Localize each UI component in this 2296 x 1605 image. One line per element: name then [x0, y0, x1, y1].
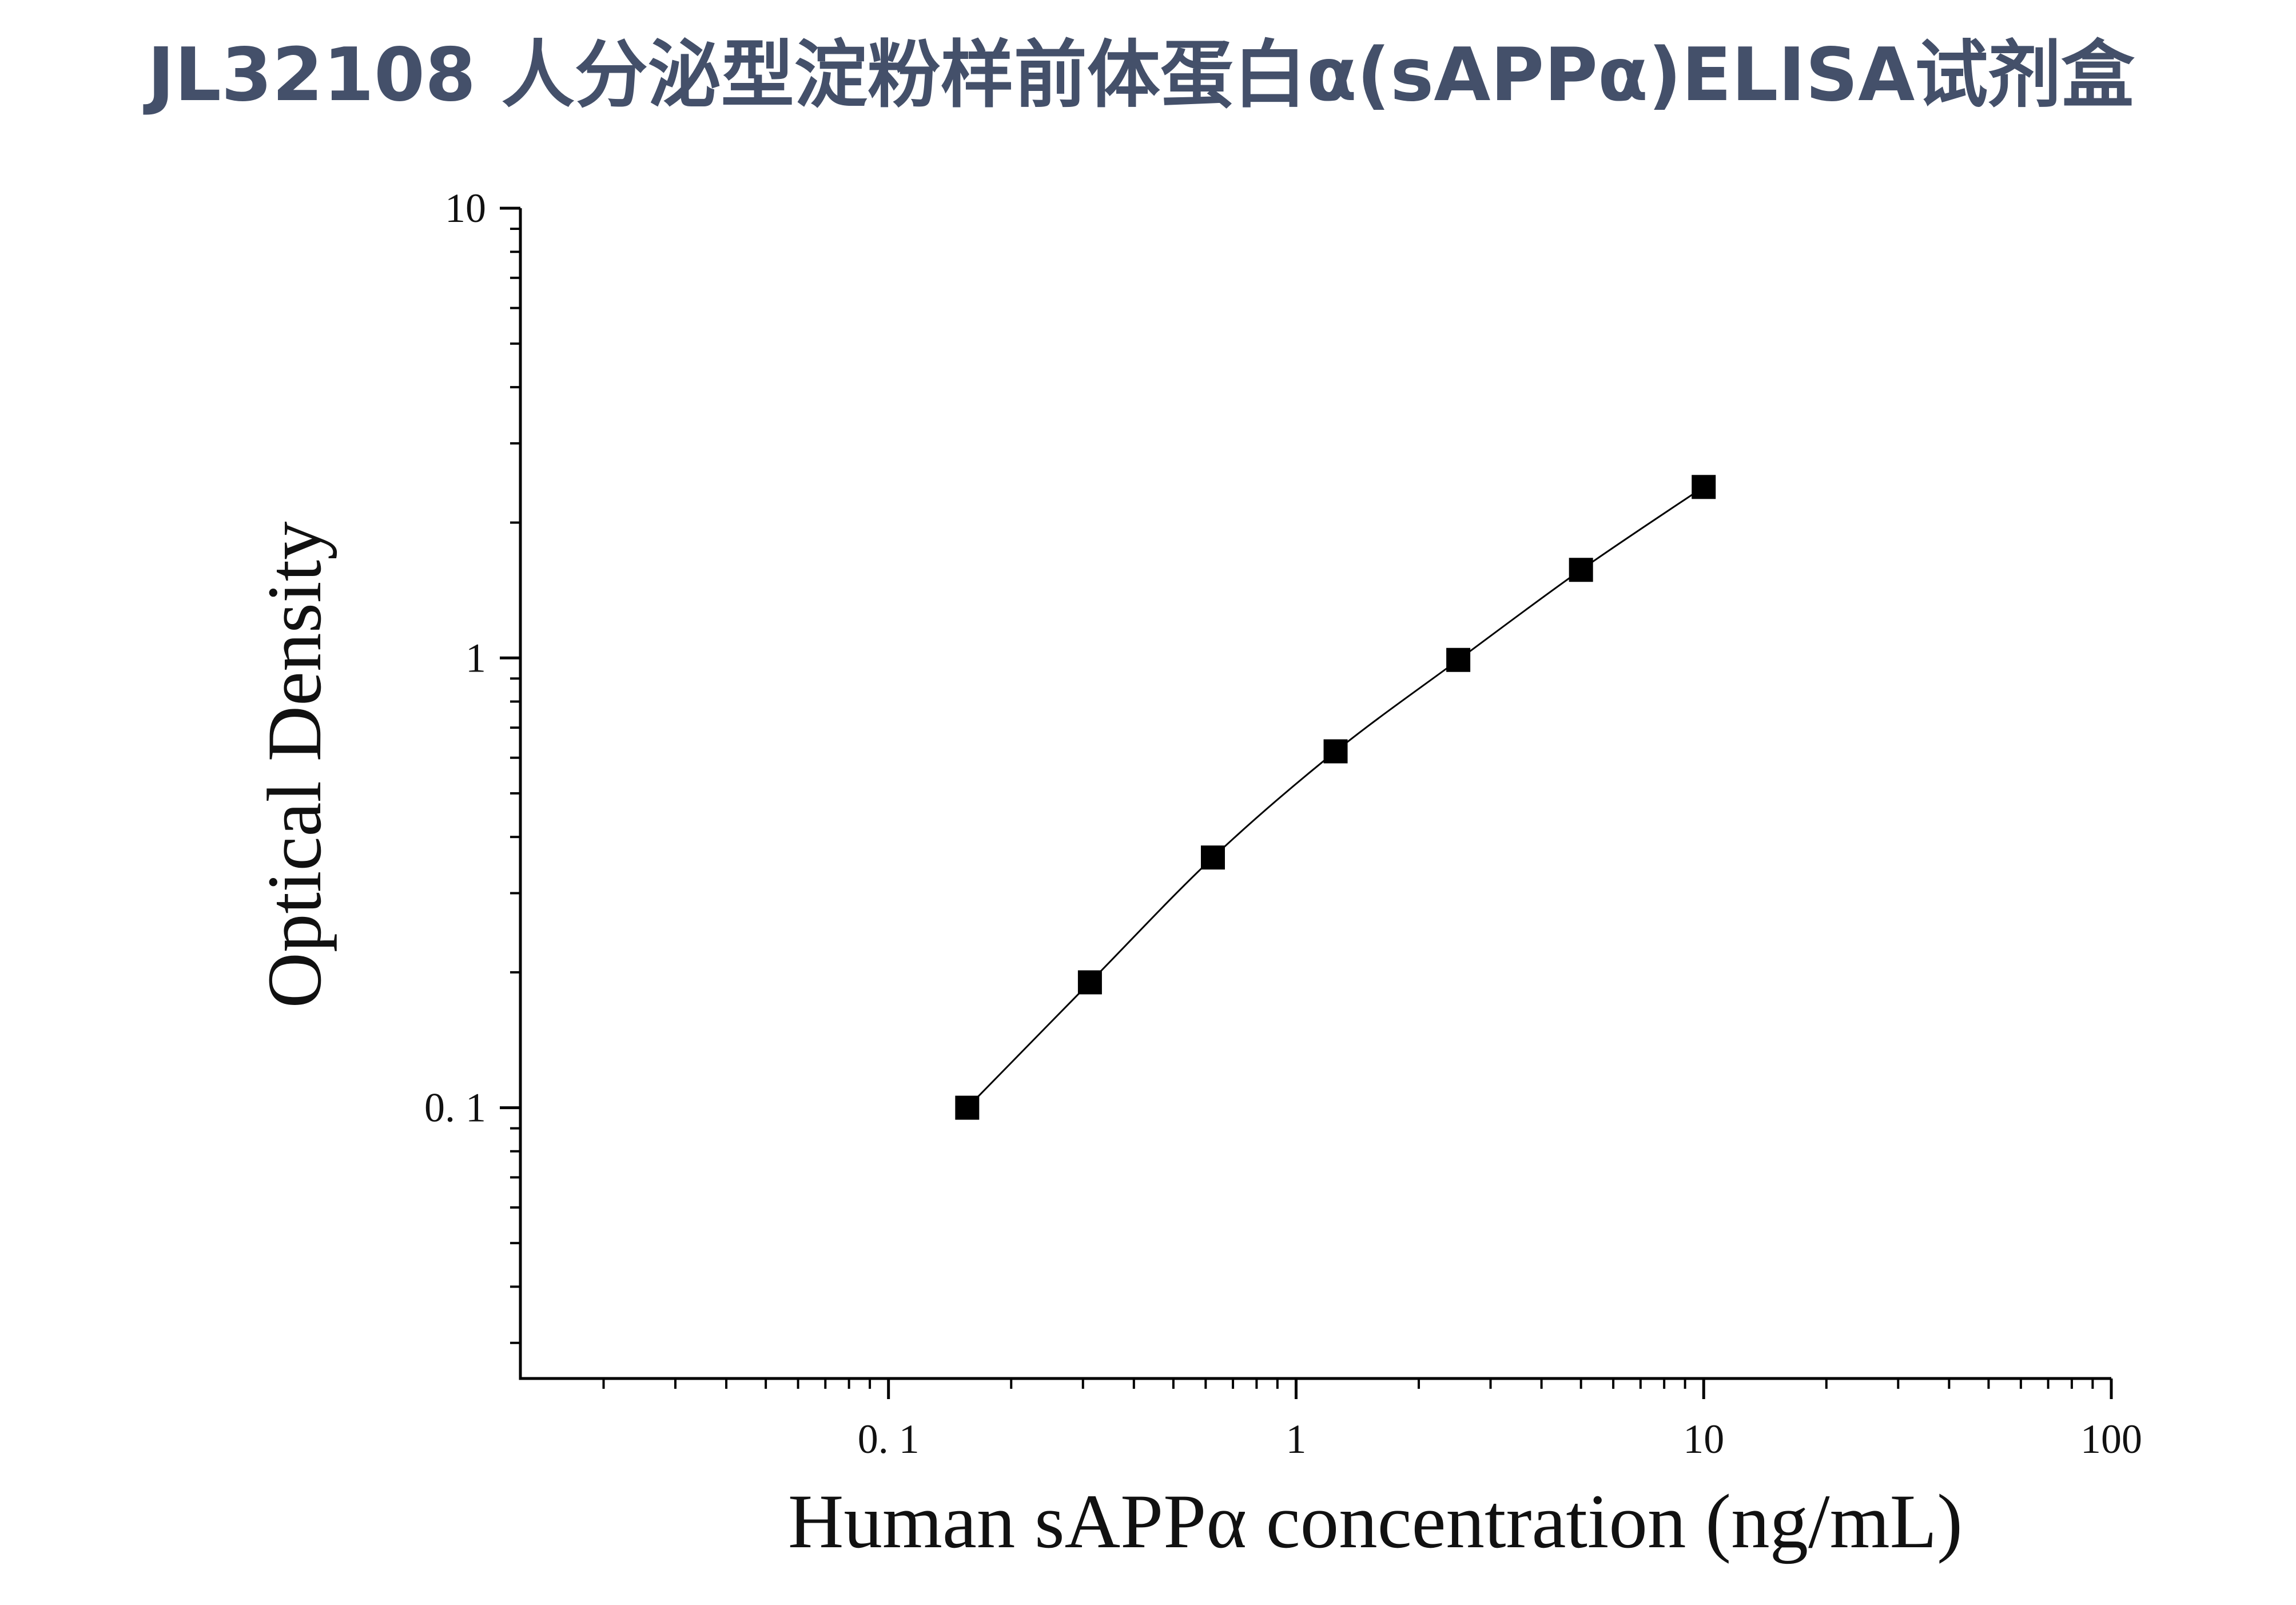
x-axis-label: Human sAPPα concentration (ng/mL)	[788, 1479, 1963, 1564]
data-point	[955, 1095, 980, 1120]
plot-area: 0. 1 1 10 100 0. 1 1 10	[424, 185, 2142, 1462]
x-tick-label: 1	[1286, 1416, 1306, 1462]
x-tick-label: 10	[1683, 1416, 1724, 1462]
x-tick-label: 100	[2080, 1416, 2142, 1462]
y-tick-label: 10	[445, 185, 486, 231]
x-tick-label: 0. 1	[858, 1416, 920, 1462]
y-tick-label: 1	[465, 635, 486, 681]
data-point	[1446, 647, 1471, 672]
fit-line	[966, 486, 1705, 1109]
chart-title: JL32108 人分泌型淀粉样前体蛋白α(sAPPα)ELISA试剂盒	[143, 33, 2135, 118]
y-axis-label: Optical Density	[252, 521, 337, 1008]
data-point	[1692, 475, 1716, 499]
y-tick-label: 0. 1	[424, 1085, 486, 1131]
data-point	[1323, 739, 1348, 764]
data-point	[1200, 845, 1225, 870]
data-point	[1569, 558, 1593, 582]
data-point	[1077, 970, 1102, 995]
